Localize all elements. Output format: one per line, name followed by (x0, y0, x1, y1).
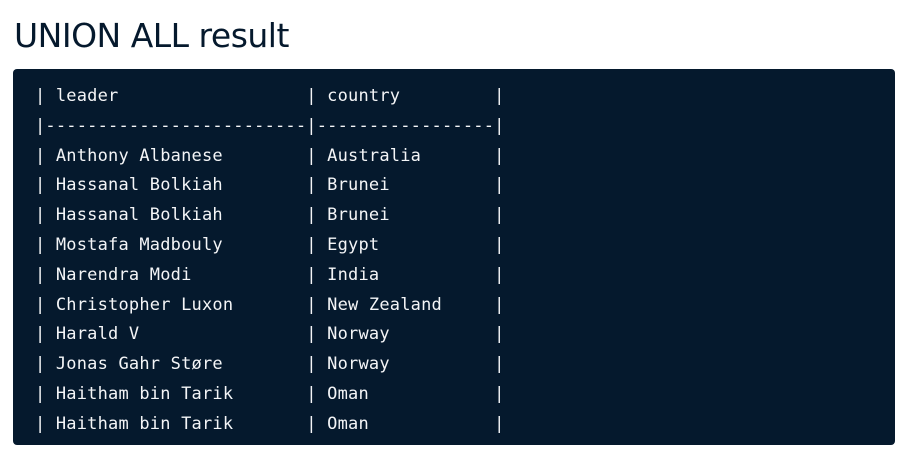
table-row: | Narendra Modi | India | (35, 264, 505, 285)
table-row: | Haitham bin Tarik | Oman | (35, 383, 505, 404)
page-title: UNION ALL result (14, 16, 289, 55)
table-row: | Haitham bin Tarik | Oman | (35, 413, 505, 434)
table-row: | Anthony Albanese | Australia | (35, 145, 505, 166)
table-row: | Hassanal Bolkiah | Brunei | (35, 175, 505, 196)
table-row: | Christopher Luxon | New Zealand | (35, 294, 505, 315)
result-table: | leader | country | |-------------------… (35, 82, 895, 440)
code-block: | leader | country | |-------------------… (13, 69, 895, 445)
table-row: | Hassanal Bolkiah | Brunei | (35, 205, 505, 226)
table-separator-line: |-------------------------|-------------… (35, 115, 505, 136)
table-row: | Mostafa Madbouly | Egypt | (35, 234, 505, 255)
table-row: | Jonas Gahr Støre | Norway | (35, 354, 505, 375)
table-row: | Harald V | Norway | (35, 324, 505, 345)
table-header-line: | leader | country | (35, 86, 505, 106)
